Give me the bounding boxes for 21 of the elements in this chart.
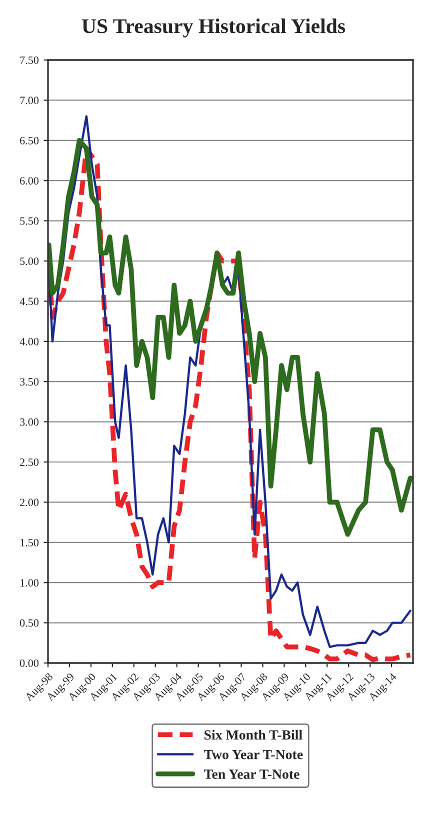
- y-tick-label: 1.50: [20, 538, 39, 546]
- legend-label: Six Month T-Bill: [204, 730, 302, 740]
- y-tick-label: 1.00: [20, 579, 39, 587]
- legend-label: Two Year T-Note: [204, 750, 303, 760]
- line-series: [48, 138, 413, 537]
- y-tick-label: 7.00: [20, 96, 39, 104]
- y-tick-label: 6.00: [20, 177, 39, 185]
- y-tick-label: 4.50: [20, 298, 39, 306]
- y-tick-label: 0.50: [20, 619, 39, 627]
- y-tick-label: 5.50: [20, 217, 39, 225]
- y-tick-label: 2.50: [20, 458, 39, 466]
- legend-label: Ten Year T-Note: [204, 770, 300, 779]
- y-tick-label: 3.00: [20, 418, 39, 426]
- y-tick-label: 7.50: [20, 56, 39, 64]
- y-tick-label: 3.50: [20, 378, 39, 386]
- y-tick-label: 5.00: [20, 257, 39, 266]
- y-tick-label: 6.50: [20, 136, 39, 144]
- y-tick-label: 2.00: [20, 498, 39, 506]
- y-tick-label: 0.00: [20, 659, 39, 668]
- y-tick-label: 4.00: [20, 338, 39, 346]
- chart-title: US Treasury Historical Yields: [82, 18, 346, 38]
